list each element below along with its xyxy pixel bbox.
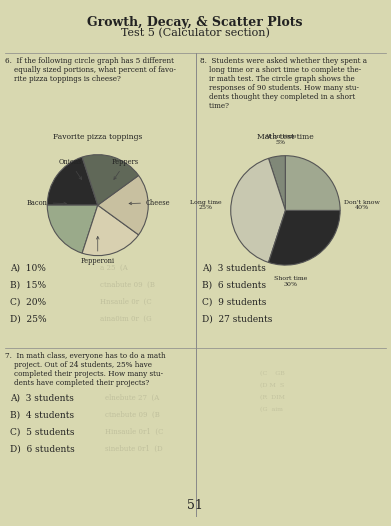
Text: 8.  Students were asked whether they spent a: 8. Students were asked whether they spen… (200, 57, 367, 65)
Text: D)  27 students: D) 27 students (202, 315, 273, 324)
Text: Hnsaule 0r  (C: Hnsaule 0r (C (100, 298, 152, 306)
Text: C)  20%: C) 20% (10, 298, 46, 307)
Text: A)  3 students: A) 3 students (202, 264, 266, 273)
Title: Math test time: Math test time (257, 133, 314, 141)
Text: responses of 90 students. How many stu-: responses of 90 students. How many stu- (200, 84, 359, 92)
Text: time?: time? (200, 102, 229, 110)
Text: Peppers: Peppers (112, 158, 139, 179)
Text: At on time
5%: At on time 5% (264, 134, 296, 145)
Text: project. Out of 24 students, 25% have: project. Out of 24 students, 25% have (5, 361, 152, 369)
Text: 7.  In math class, everyone has to do a math: 7. In math class, everyone has to do a m… (5, 352, 166, 360)
Wedge shape (269, 156, 285, 210)
Text: Bacon: Bacon (27, 199, 66, 207)
Wedge shape (82, 205, 138, 256)
Wedge shape (98, 176, 148, 235)
Text: Don't know
40%: Don't know 40% (344, 199, 380, 210)
Wedge shape (285, 156, 340, 210)
Text: (D M  S: (D M S (260, 383, 284, 388)
Text: dents have completed their projects?: dents have completed their projects? (5, 379, 149, 387)
Text: C)  9 students: C) 9 students (202, 298, 266, 307)
Text: (G  aim: (G aim (260, 407, 283, 412)
Wedge shape (47, 157, 98, 205)
Text: A)  3 students: A) 3 students (10, 394, 74, 403)
Text: (R  DIM: (R DIM (260, 395, 285, 400)
Text: 51: 51 (187, 499, 203, 512)
Text: B)  4 students: B) 4 students (10, 411, 74, 420)
Text: rite pizza toppings is cheese?: rite pizza toppings is cheese? (5, 75, 121, 83)
Wedge shape (269, 210, 340, 265)
Text: Growth, Decay, & Scatter Plots: Growth, Decay, & Scatter Plots (87, 16, 303, 29)
Text: completed their projects. How many stu-: completed their projects. How many stu- (5, 370, 163, 378)
Text: Test 5 (Calculator section): Test 5 (Calculator section) (120, 28, 269, 38)
Text: Pepperoni: Pepperoni (81, 237, 115, 265)
Text: long time or a short time to complete the-: long time or a short time to complete th… (200, 66, 361, 74)
Text: B)  15%: B) 15% (10, 281, 46, 290)
Text: equally sized portions, what percent of favo-: equally sized portions, what percent of … (5, 66, 176, 74)
Text: Hinsaule 0r1  (C: Hinsaule 0r1 (C (105, 428, 163, 436)
Text: Onions: Onions (58, 158, 82, 179)
Text: ctnebute 09  (B: ctnebute 09 (B (105, 411, 160, 419)
Text: B)  6 students: B) 6 students (202, 281, 266, 290)
Text: D)  25%: D) 25% (10, 315, 47, 324)
Wedge shape (231, 158, 285, 262)
Title: Favorite pizza toppings: Favorite pizza toppings (53, 133, 142, 141)
Wedge shape (47, 205, 98, 253)
Text: D)  6 students: D) 6 students (10, 445, 75, 454)
Text: ctnabute 09  (B: ctnabute 09 (B (100, 281, 155, 289)
Text: Cheese: Cheese (129, 199, 170, 207)
Text: C)  5 students: C) 5 students (10, 428, 75, 437)
Text: a 25  (A: a 25 (A (100, 264, 128, 272)
Text: ir math test. The circle graph shows the: ir math test. The circle graph shows the (200, 75, 355, 83)
Wedge shape (82, 155, 138, 205)
Text: Long time
25%: Long time 25% (190, 199, 222, 210)
Text: 6.  If the following circle graph has 5 different: 6. If the following circle graph has 5 d… (5, 57, 174, 65)
Text: (C    GB: (C GB (260, 371, 285, 376)
Text: elnebute 27  (A: elnebute 27 (A (105, 394, 159, 402)
Text: Short time
30%: Short time 30% (274, 276, 308, 287)
Text: aina0im 0r  (G: aina0im 0r (G (100, 315, 152, 323)
Text: dents thought they completed in a short: dents thought they completed in a short (200, 93, 355, 101)
Text: sinebute 0r1  (D: sinebute 0r1 (D (105, 445, 163, 453)
Text: A)  10%: A) 10% (10, 264, 46, 273)
